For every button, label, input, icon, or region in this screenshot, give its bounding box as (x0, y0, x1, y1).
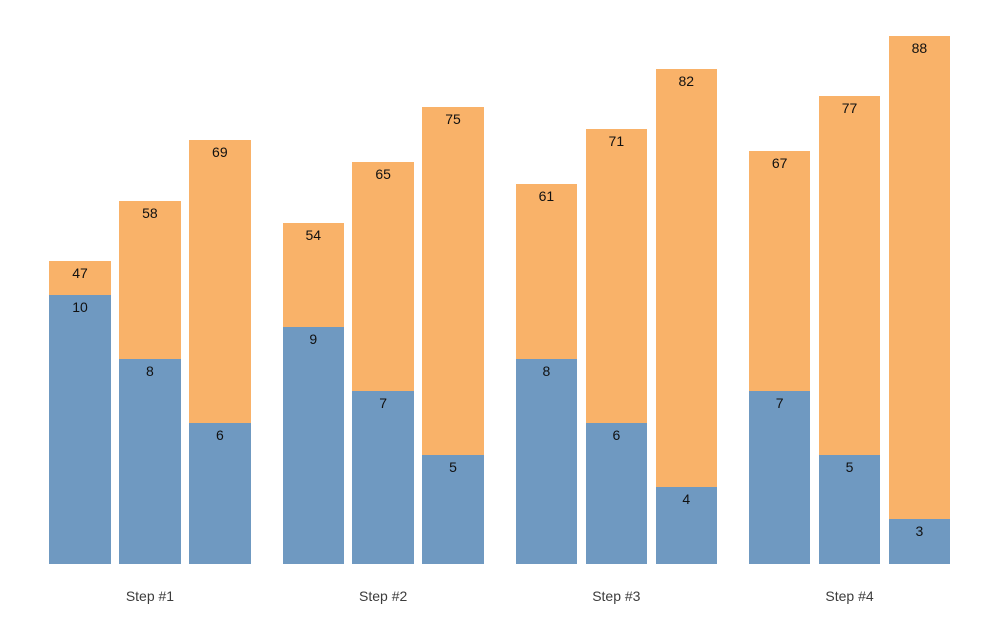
bar-count-segment (515, 359, 578, 564)
x-axis-label: Step #4 (825, 588, 874, 604)
bar-count-segment (49, 295, 111, 564)
bar-count-segment (655, 487, 717, 564)
x-axis-label: Step #1 (125, 588, 175, 604)
bar-count-segment (585, 423, 648, 564)
bar-count-segment (888, 519, 951, 564)
bar-count-segment (818, 455, 881, 564)
bar-total-segment (888, 35, 951, 564)
bar-count-segment (282, 327, 344, 564)
bar-count-segment (422, 455, 484, 564)
bar-total-segment (655, 68, 717, 564)
x-axis-label: Step #2 (359, 588, 408, 604)
bar-count-segment (189, 423, 251, 564)
x-axis-label: Step #3 (592, 588, 641, 604)
bar-count-segment (119, 359, 181, 564)
bar-count-segment (748, 391, 811, 564)
bar-count-segment (352, 391, 414, 564)
